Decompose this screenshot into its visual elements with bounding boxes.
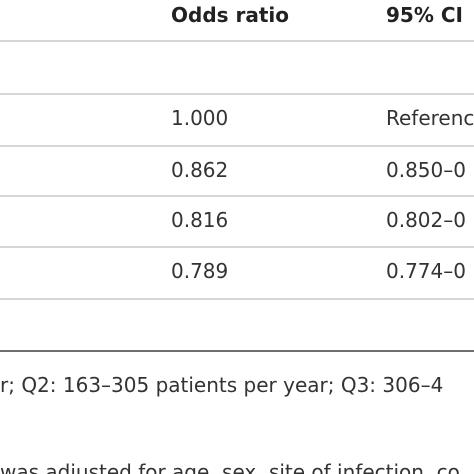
row-divider (0, 246, 474, 248)
ci-cell: 0.774–0 (386, 259, 466, 283)
ci-cell: 0.850–0 (386, 158, 466, 182)
row-divider (0, 195, 474, 197)
table-row: 1.000 Referenc (0, 94, 474, 145)
header-divider (0, 40, 474, 42)
footnote-adjustment: was adjusted for age, sex, site of infec… (0, 460, 460, 474)
table-row: 0.862 0.850–0 (0, 146, 474, 197)
row-divider (0, 298, 474, 300)
ci-cell: Referenc (386, 106, 474, 130)
odds-ratio-header: Odds ratio (171, 3, 290, 27)
ci-header: 95% CI (386, 3, 463, 27)
odds-ratio-cell: 1.000 (171, 106, 229, 130)
ci-cell: 0.802–0 (386, 208, 466, 232)
odds-ratio-cell: 0.862 (171, 158, 229, 182)
table-row: 0.789 0.774–0 (0, 247, 474, 298)
table-row: 0.816 0.802–0 (0, 196, 474, 247)
table-bottom-rule (0, 350, 474, 352)
footnote-quartiles: r; Q2: 163–305 patients per year; Q3: 30… (0, 373, 444, 397)
row-divider (0, 145, 474, 147)
group-divider (0, 93, 474, 95)
odds-ratio-cell: 0.816 (171, 208, 229, 232)
odds-ratio-cell: 0.789 (171, 259, 229, 283)
